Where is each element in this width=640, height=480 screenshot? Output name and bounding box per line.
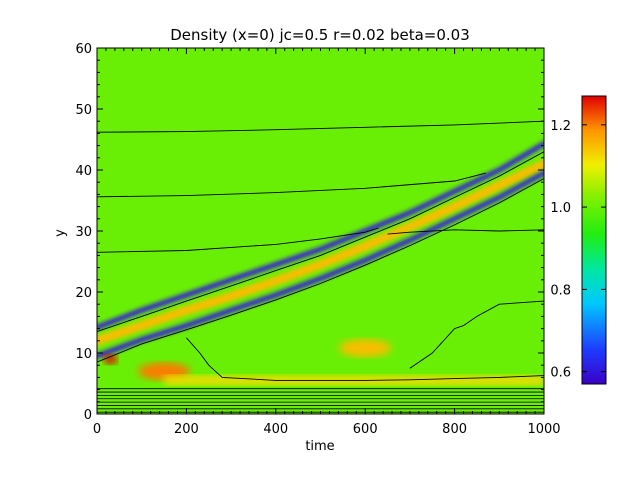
colorbar-tick-label: 0.8 [550, 283, 571, 298]
x-tick-label: 800 [442, 422, 467, 437]
contour-line-3 [97, 151, 544, 333]
contour-lines [97, 120, 544, 381]
y-tick-label: 60 [75, 42, 92, 57]
x-tick-label: 0 [93, 422, 101, 437]
contour-line-7 [387, 229, 544, 235]
x-axis-ticks: 0 200 400 600 800 1000 [93, 48, 561, 437]
x-tick-label: 1000 [527, 422, 560, 437]
colorbar-tick-label: 1.0 [550, 201, 571, 216]
colorbar: 0.6 0.8 1.0 1.2 [550, 95, 607, 385]
x-tick-label: 400 [263, 422, 288, 437]
contour-line-1 [97, 172, 487, 198]
density-patch-5 [339, 339, 392, 358]
colorbar-gradient [581, 95, 607, 385]
colorbar-tick-label: 0.6 [550, 366, 571, 381]
x-tick-label: 600 [353, 422, 378, 437]
colorbar-ticks: 0.6 0.8 1.0 1.2 [550, 119, 606, 381]
plot-area: 0 200 400 600 800 1000 0 10 20 30 40 50 60 [75, 42, 560, 437]
colorbar-tick-label: 1.2 [550, 119, 571, 134]
y-tick-label: 10 [75, 347, 92, 362]
density-band-1 [97, 159, 544, 346]
y-tick-label: 30 [75, 225, 92, 240]
y-tick-label: 20 [75, 286, 92, 301]
contour-line-2 [97, 227, 379, 253]
y-axis-ticks: 0 10 20 30 40 50 60 [75, 42, 544, 423]
density-patch-3 [103, 354, 118, 365]
x-axis-label: time [305, 439, 334, 454]
density-band-0 [97, 141, 544, 330]
y-tick-label: 0 [84, 408, 92, 423]
contour-line-4 [97, 178, 544, 363]
contour-line-6 [409, 300, 544, 369]
contour-line-5 [186, 337, 544, 381]
y-tick-label: 50 [75, 103, 92, 118]
density-band-2 [97, 170, 544, 359]
y-axis-label: y [53, 229, 68, 237]
y-tick-label: 40 [75, 164, 92, 179]
chart-title: Density (x=0) jc=0.5 r=0.02 beta=0.03 [170, 26, 470, 44]
contour-line-0 [97, 120, 544, 133]
x-tick-label: 200 [174, 422, 199, 437]
plot-background [97, 48, 544, 414]
